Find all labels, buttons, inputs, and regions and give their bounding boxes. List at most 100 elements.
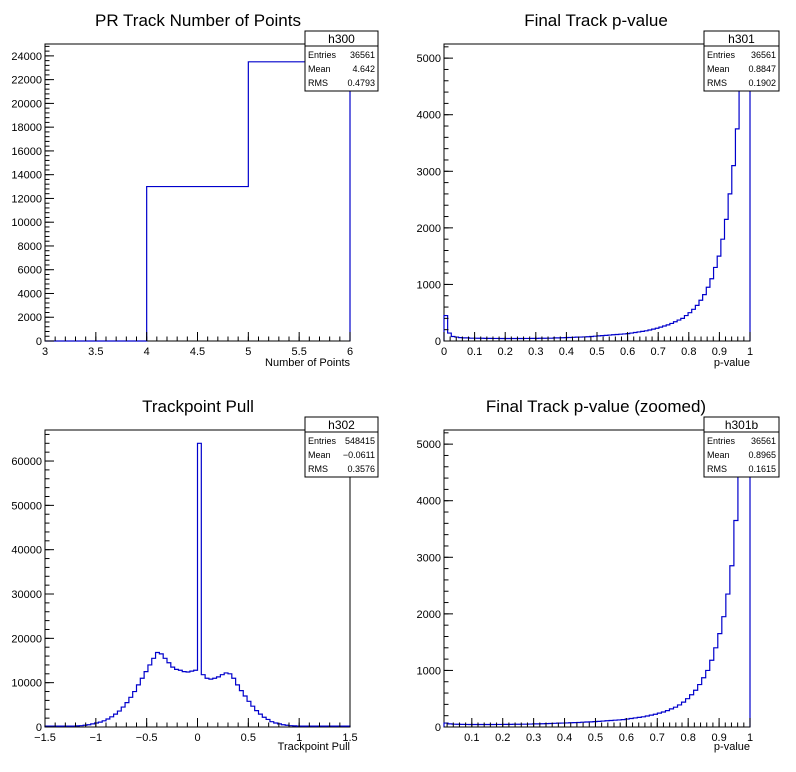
histogram-bin: [220, 675, 224, 727]
histogram-bin: [213, 678, 217, 727]
histogram-bin: [312, 726, 316, 727]
histogram-bin: [460, 724, 464, 727]
histogram-bin: [541, 724, 545, 727]
y-tick-label: 20000: [11, 633, 42, 645]
histogram-bin: [648, 330, 652, 341]
panel-1-title: PR Track Number of Points: [95, 11, 301, 30]
histogram-bin: [706, 670, 710, 727]
histogram-bin: [665, 711, 669, 727]
panel-1-stats-value: 0.4793: [347, 78, 375, 88]
histogram-bin: [247, 701, 251, 727]
histogram-bin: [270, 722, 274, 727]
histogram-bin: [686, 699, 690, 727]
x-tick-label: 4.5: [190, 346, 205, 358]
histogram-bin: [152, 658, 156, 727]
histogram-bin: [346, 726, 350, 727]
histogram-bin: [585, 722, 589, 727]
histogram-bin: [194, 670, 198, 727]
histogram-bin: [506, 339, 510, 341]
panel-2-stats-label: Mean: [707, 64, 730, 74]
histogram-bin: [488, 338, 492, 341]
panel-4-stats-label: RMS: [707, 464, 727, 474]
x-tick-label: 0.4: [557, 732, 572, 744]
x-tick-label: 0.6: [619, 732, 634, 744]
histogram-bin: [470, 338, 474, 341]
histogram-bin: [167, 663, 171, 727]
histogram-bin: [133, 692, 137, 727]
histogram-bin: [714, 267, 718, 341]
panel-3-x-axis-label: Trackpoint Pull: [278, 741, 350, 753]
histogram-bin: [79, 726, 83, 727]
histogram-bin: [735, 129, 739, 341]
histogram-bin: [201, 675, 205, 727]
histogram-bin: [714, 648, 718, 727]
histogram-bin: [266, 719, 270, 727]
histogram-bin: [137, 685, 141, 727]
panel-4-stats-label: Entries: [707, 436, 736, 446]
histogram-line: [44, 442, 351, 727]
histogram-bin: [455, 337, 459, 341]
panel-4-stats-box: h301b Entries 36561 Mean 0.8965 RMS 0.16…: [703, 416, 780, 478]
x-tick-label: 4: [144, 346, 150, 358]
panel-2-stats-label: RMS: [707, 78, 727, 88]
x-tick-label: 0.8: [681, 346, 696, 358]
histogram-bin: [300, 726, 304, 727]
y-tick-label: 12000: [11, 193, 42, 205]
panel-2-stats-label: Entries: [707, 50, 736, 60]
x-tick-label: 1: [747, 346, 753, 358]
histogram-bin: [278, 724, 282, 727]
x-tick-label: 1.5: [342, 732, 357, 744]
histogram-bin: [718, 634, 722, 727]
histogram-bin: [621, 720, 625, 727]
panel-2-x-axis-label: p-value: [714, 357, 750, 369]
histogram-bin: [677, 320, 681, 341]
histogram-bin: [694, 690, 698, 727]
y-tick-label: 1000: [417, 279, 441, 291]
histogram-bin: [95, 723, 99, 727]
y-tick-label: 60000: [11, 456, 42, 468]
panel-3-stats-label: Mean: [308, 450, 331, 460]
panel-3-stats-value: 548415: [345, 436, 375, 446]
y-tick-label: 0: [36, 336, 42, 348]
histogram-bin: [281, 725, 285, 727]
histogram-bin: [106, 719, 110, 727]
x-tick-label: 5: [245, 346, 251, 358]
x-tick-label: 1: [296, 732, 302, 744]
y-tick-label: 0: [435, 722, 441, 734]
panel-3-stats-label: Entries: [308, 436, 337, 446]
panel-1-stats-name: h300: [328, 32, 355, 46]
histogram-bin: [205, 678, 209, 727]
histogram-bin: [531, 338, 535, 341]
histogram-bin: [684, 316, 688, 341]
histogram-bin: [114, 714, 118, 727]
histogram-bin: [125, 703, 129, 727]
histogram-bin: [148, 665, 152, 727]
histogram-bin: [129, 697, 133, 727]
histogram-bin: [323, 726, 327, 727]
histogram-bin: [625, 719, 629, 727]
panel-4-x-axis-label: p-value: [714, 741, 750, 753]
y-tick-label: 1000: [417, 665, 441, 677]
histogram-bin: [698, 685, 702, 727]
y-tick-label: 5000: [417, 439, 441, 451]
histogram-bin: [630, 333, 634, 341]
histogram-bin: [293, 726, 297, 727]
histogram-bin: [710, 660, 714, 727]
histogram-bin: [597, 721, 601, 727]
panel-4-stats-name: h301b: [725, 418, 759, 432]
histogram-bin: [659, 327, 663, 341]
histogram-bin: [710, 279, 714, 341]
x-tick-label: 0.2: [498, 346, 513, 358]
histogram-bin: [448, 333, 452, 341]
x-tick-label: 3: [42, 346, 48, 358]
panel-track-points: PR Track Number of Points 3 3.5 4 4.5 5 5.5 60…: [11, 11, 379, 369]
y-tick-label: 10000: [11, 217, 42, 229]
histogram-bin: [248, 62, 350, 341]
y-tick-label: 2000: [18, 312, 42, 324]
y-tick-label: 8000: [18, 241, 42, 253]
histogram-bin: [565, 723, 569, 727]
histogram-bin: [251, 706, 255, 727]
histogram-bin: [690, 695, 694, 727]
histogram-bin: [739, 86, 743, 341]
x-tick-label: 0.5: [589, 346, 604, 358]
